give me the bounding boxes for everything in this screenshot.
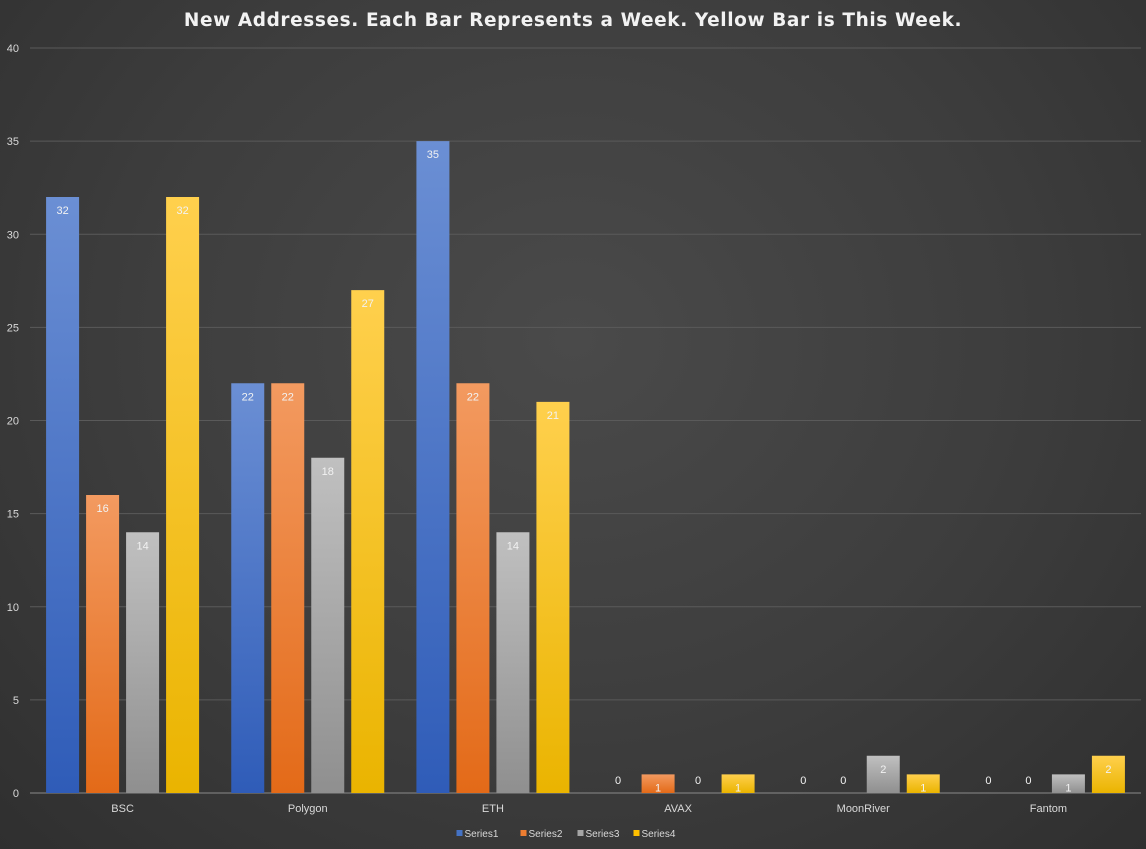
bar-avax-series2 xyxy=(641,774,675,793)
bar-fantom-series4 xyxy=(1091,755,1125,793)
data-label: 0 xyxy=(985,775,991,787)
legend-swatch xyxy=(633,830,640,836)
bar-polygon-series2 xyxy=(271,383,305,793)
data-label: 32 xyxy=(176,205,188,217)
legend-item: Series1 xyxy=(456,829,499,840)
data-label: 2 xyxy=(880,764,886,776)
data-label: 35 xyxy=(427,149,439,161)
data-label: 21 xyxy=(547,410,559,422)
legend-label: Series1 xyxy=(465,829,499,840)
y-tick-label: 30 xyxy=(7,229,19,241)
legend: Series1 Series2 Series3 Series4 xyxy=(456,829,676,840)
data-label: 1 xyxy=(920,782,926,794)
x-category-label: Polygon xyxy=(288,803,328,815)
bar-bsc-series4 xyxy=(166,197,200,793)
data-label: 22 xyxy=(467,391,479,403)
bar-eth-series4 xyxy=(536,401,570,793)
y-tick-label: 5 xyxy=(13,695,19,707)
bar-fantom-series3 xyxy=(1051,774,1085,793)
y-tick-label: 10 xyxy=(7,602,19,614)
data-label: 22 xyxy=(282,391,294,403)
bar-avax-series4 xyxy=(721,774,755,793)
legend-label: Series4 xyxy=(642,829,676,840)
bar-polygon-series4 xyxy=(351,290,385,793)
y-tick-label: 35 xyxy=(7,136,19,148)
bar-moonriver-series4 xyxy=(906,774,940,793)
data-label: 1 xyxy=(735,782,741,794)
data-label: 22 xyxy=(242,391,254,403)
x-category-label: AVAX xyxy=(664,803,692,815)
data-label: 0 xyxy=(615,775,621,787)
bar-bsc-series3 xyxy=(126,532,160,793)
data-label: 2 xyxy=(1105,764,1111,776)
bars xyxy=(46,141,1125,793)
legend-swatch xyxy=(456,830,463,836)
bar-moonriver-series3 xyxy=(866,755,900,793)
bar-bsc-series2 xyxy=(86,495,120,793)
data-label: 27 xyxy=(362,298,374,310)
bar-eth-series1 xyxy=(416,141,450,793)
data-label: 32 xyxy=(56,205,68,217)
bar-bsc-series1 xyxy=(46,197,80,793)
x-axis-categories: BSC Polygon ETH AVAX MoonRiver Fantom xyxy=(111,803,1067,815)
legend-item: Series2 xyxy=(520,829,563,840)
bar-eth-series2 xyxy=(456,383,490,793)
data-label: 0 xyxy=(695,775,701,787)
bar-polygon-series1 xyxy=(231,383,265,793)
legend-swatch xyxy=(577,830,584,836)
y-tick-label: 15 xyxy=(7,509,19,521)
data-label: 14 xyxy=(507,540,519,552)
y-tick-label: 40 xyxy=(7,43,19,55)
y-tick-label: 20 xyxy=(7,416,19,428)
legend-swatch xyxy=(520,830,527,836)
chart-title: New Addresses. Each Bar Represents a Wee… xyxy=(184,10,962,31)
data-label: 14 xyxy=(136,540,148,552)
bar-polygon-series3 xyxy=(311,457,345,793)
gridlines xyxy=(30,47,1141,794)
legend-label: Series2 xyxy=(529,829,563,840)
data-label: 0 xyxy=(1025,775,1031,787)
data-label: 18 xyxy=(322,466,334,478)
data-label: 16 xyxy=(96,503,108,515)
x-category-label: ETH xyxy=(482,803,504,815)
bar-eth-series3 xyxy=(496,532,530,793)
data-label: 1 xyxy=(655,782,661,794)
legend-label: Series3 xyxy=(586,829,620,840)
data-label: 0 xyxy=(800,775,806,787)
y-tick-label: 25 xyxy=(7,322,19,334)
y-axis-ticks: 0 5 10 15 20 25 30 35 40 xyxy=(7,43,19,800)
x-category-label: MoonRiver xyxy=(837,803,891,815)
y-tick-label: 0 xyxy=(13,788,19,800)
x-category-label: Fantom xyxy=(1030,803,1067,815)
x-category-label: BSC xyxy=(111,803,134,815)
data-label: 1 xyxy=(1065,782,1071,794)
legend-item: Series3 xyxy=(577,829,620,840)
legend-item: Series4 xyxy=(633,829,676,840)
data-label: 0 xyxy=(840,775,846,787)
